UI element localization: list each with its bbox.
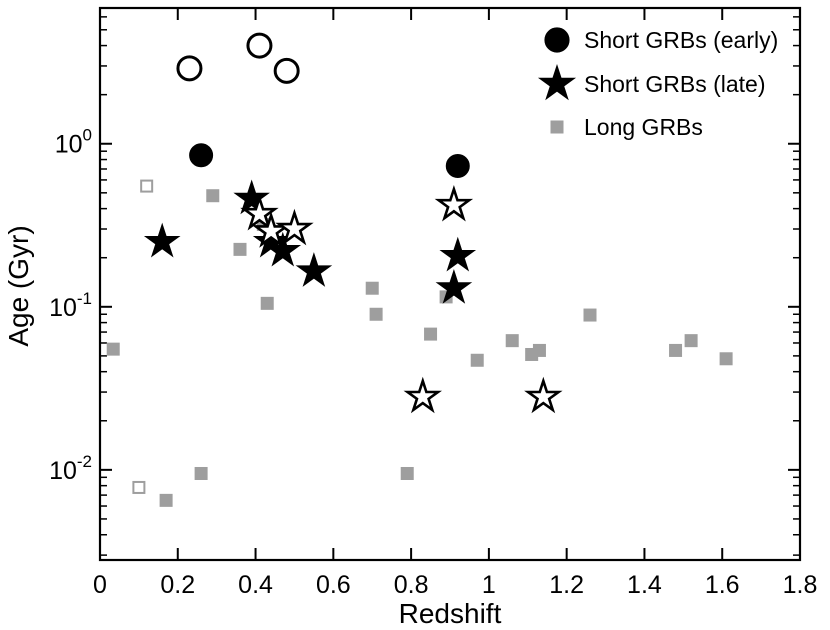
y-tick-label: 10-2: [49, 452, 92, 485]
x-tick-label: 1.8: [783, 571, 818, 599]
x-tick-label: 1.6: [705, 571, 740, 599]
plot-layer: 0 0.2 0.4 0.6 0.8 1 1.2 1.4 1.6 1.8 10-2 10-1 100: [49, 6, 818, 599]
legend-marker-star-icon: [537, 63, 577, 101]
legend: Short GRBs (early) Short GRBs (late) Lon…: [537, 27, 778, 140]
legend-label-long-grbs: Long GRBs: [584, 114, 703, 140]
marker-star: [275, 208, 314, 246]
x-tick-label: 1: [482, 571, 496, 599]
legend-marker-circle-icon: [544, 27, 570, 53]
marker-square: [532, 343, 546, 357]
marker-square: [400, 466, 414, 480]
legend-label-short-grbs-late: Short GRBs (late): [584, 71, 766, 97]
x-tick-label: 1.2: [549, 571, 584, 599]
legend-item-short-grbs-early: Short GRBs (early): [544, 27, 778, 53]
marker-square: [206, 189, 220, 203]
marker-square: [424, 327, 438, 341]
y-axis-label: Age (Gyr): [3, 225, 34, 346]
legend-item-long-grbs: Long GRBs: [550, 114, 703, 140]
marker-star: [233, 179, 270, 215]
marker-square: [365, 281, 379, 295]
marker-star: [264, 231, 302, 267]
x-tick-label: 0.8: [394, 571, 429, 599]
marker-square: [470, 353, 484, 367]
x-axis-label: Redshift: [399, 598, 502, 629]
x-tick-label: 0.2: [160, 571, 195, 599]
marker-square: [684, 334, 698, 348]
marker-star: [537, 63, 577, 101]
plot-frame: [98, 6, 802, 562]
marker-square: [194, 466, 208, 480]
x-tick-label: 0: [93, 571, 107, 599]
marker-square: [106, 342, 120, 356]
marker-square: [159, 493, 173, 507]
marker-circle: [176, 55, 203, 82]
marker-square: [719, 352, 733, 366]
y-tick-label: 100: [55, 126, 92, 159]
legend-marker-square-icon: [550, 120, 564, 134]
marker-star: [435, 268, 473, 304]
marker-square: [583, 308, 597, 322]
marker-square: [550, 120, 564, 134]
marker-square: [505, 334, 519, 348]
marker-star: [295, 252, 333, 287]
x-tick-label: 0.4: [238, 571, 273, 599]
marker-square: [233, 242, 247, 256]
marker-star: [240, 193, 279, 231]
marker-circle: [445, 154, 470, 179]
marker-star: [434, 184, 474, 222]
legend-label-short-grbs-early: Short GRBs (early): [584, 27, 778, 53]
x-tick-label: 1.4: [627, 571, 662, 599]
marker-square: [132, 480, 146, 494]
marker-circle: [246, 32, 273, 59]
marker-circle: [273, 57, 300, 84]
y-tick-label: 10-1: [49, 289, 92, 322]
legend-item-short-grbs-late: Short GRBs (late): [537, 63, 766, 101]
marker-square: [260, 296, 274, 310]
marker-star: [143, 222, 181, 258]
marker-square: [369, 307, 383, 321]
marker-circle: [544, 27, 570, 53]
marker-circle: [189, 143, 214, 168]
marker-star: [439, 236, 477, 272]
marker-square: [140, 179, 154, 193]
x-tick-label: 0.6: [316, 571, 351, 599]
marker-square: [669, 343, 683, 357]
marker-star: [403, 376, 442, 414]
marker-star: [524, 376, 563, 414]
